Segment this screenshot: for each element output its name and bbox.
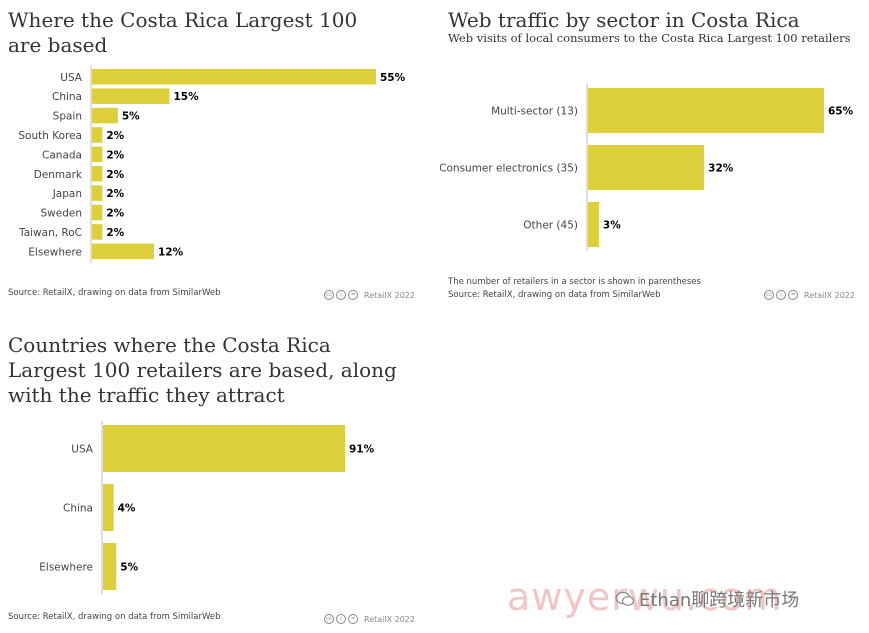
- chart1-bar: [92, 204, 103, 221]
- chart3-value-label: 5%: [120, 562, 138, 574]
- chart1-value-label: 5%: [122, 111, 140, 123]
- chart1-bar: [92, 166, 103, 182]
- chart1-category-label: USA: [60, 72, 83, 84]
- chart3-title: Countries where the Costa Rica Largest 1…: [8, 333, 397, 407]
- chart1-category-label: China: [52, 91, 82, 103]
- chart2-value-label: 65%: [828, 106, 854, 118]
- chart1-bar: [92, 127, 103, 143]
- nd-icon: =: [348, 290, 358, 300]
- chart1-category-label: Spain: [53, 111, 82, 123]
- chart2-subtitle: Web visits of local consumers to the Cos…: [448, 31, 851, 45]
- chart1-value-label: 2%: [106, 188, 124, 200]
- chart3-credit: cc i = RetailX 2022: [324, 614, 415, 624]
- chart2-bar: [588, 88, 824, 133]
- chart1-category-label: Japan: [52, 188, 82, 200]
- chart1-bar: [92, 185, 103, 201]
- chart3-svg: USA 91% China 4% Elsewhere 5%: [39, 421, 375, 594]
- chart1-title: Where the Costa Rica Largest 100 are bas…: [8, 8, 358, 57]
- chart1-category-label: Denmark: [34, 169, 83, 181]
- chart1-credit: cc i = RetailX 2022: [324, 290, 415, 300]
- chart1-bar: [92, 69, 376, 85]
- chart1-value-label: 15%: [173, 91, 199, 103]
- nd-icon: =: [348, 614, 358, 624]
- chart1-category-label: Sweden: [41, 208, 83, 220]
- chart2-credit-text: RetailX 2022: [804, 290, 855, 300]
- chart2-category-label: Other (45): [523, 220, 578, 232]
- cc-icon: cc: [324, 614, 334, 624]
- watermark-text: awyerwu.com: [507, 575, 783, 619]
- by-icon: i: [776, 290, 786, 300]
- chart2-value-label: 32%: [708, 163, 734, 175]
- chart1-value-label: 55%: [380, 72, 406, 84]
- chart1-category-label: South Korea: [18, 130, 82, 142]
- chart3-bar: [103, 425, 345, 472]
- chart1-value-label: 12%: [158, 246, 184, 258]
- chart1-category-label: Taiwan, RoC: [18, 227, 82, 239]
- wechat-account: Ethan聊跨境新市场: [615, 586, 799, 612]
- chart3-value-label: 91%: [349, 444, 375, 456]
- chart3-bar: [103, 484, 114, 531]
- nd-icon: =: [788, 290, 798, 300]
- chart1-bar: [92, 146, 103, 163]
- chart2-bar: [588, 202, 599, 247]
- chart2-credit: cc i = RetailX 2022: [764, 290, 855, 300]
- chart2-svg: Multi-sector (13) 65% Consumer electronics…: [440, 84, 854, 251]
- chart1-bar: [92, 107, 118, 124]
- chart1-credit-text: RetailX 2022: [364, 290, 415, 300]
- by-icon: i: [336, 614, 346, 624]
- chart3-category-label: USA: [71, 444, 94, 456]
- chart1-bar: [92, 243, 154, 260]
- chart1-svg: USA 55% China 15% Spain 5% South Korea 2% Canada…: [18, 65, 406, 264]
- chart1-value-label: 2%: [106, 149, 124, 161]
- chart1-value-label: 2%: [106, 208, 124, 220]
- wechat-icon: [615, 591, 635, 607]
- chart1-bar: [92, 224, 103, 240]
- chart3-bar: [103, 543, 117, 590]
- chart1-value-label: 2%: [106, 169, 124, 181]
- chart2-note: The number of retailers in a sector is s…: [448, 277, 701, 287]
- chart3-source: Source: RetailX, drawing on data from Si…: [8, 612, 221, 622]
- chart1-value-label: 2%: [106, 227, 124, 239]
- chart1-source: Source: RetailX, drawing on data from Si…: [8, 288, 221, 298]
- chart3-category-label: China: [63, 503, 93, 515]
- chart1-bar: [92, 88, 170, 104]
- chart2-source: Source: RetailX, drawing on data from Si…: [448, 290, 661, 300]
- chart2-category-label: Consumer electronics (35): [440, 163, 578, 175]
- chart3-category-label: Elsewhere: [39, 562, 93, 574]
- chart2-value-label: 3%: [603, 220, 621, 232]
- chart3-credit-text: RetailX 2022: [364, 614, 415, 624]
- chart1-value-label: 2%: [106, 130, 124, 142]
- chart2-title: Web traffic by sector in Costa Rica: [448, 8, 800, 32]
- chart2-bar: [588, 145, 705, 190]
- cc-icon: cc: [764, 290, 774, 300]
- chart1-category-label: Elsewhere: [28, 246, 82, 258]
- by-icon: i: [336, 290, 346, 300]
- chart2-category-label: Multi-sector (13): [491, 106, 578, 118]
- chart1-category-label: Canada: [42, 149, 82, 161]
- cc-icon: cc: [324, 290, 334, 300]
- wechat-account-name: Ethan聊跨境新市场: [639, 590, 800, 611]
- chart3-value-label: 4%: [118, 503, 136, 515]
